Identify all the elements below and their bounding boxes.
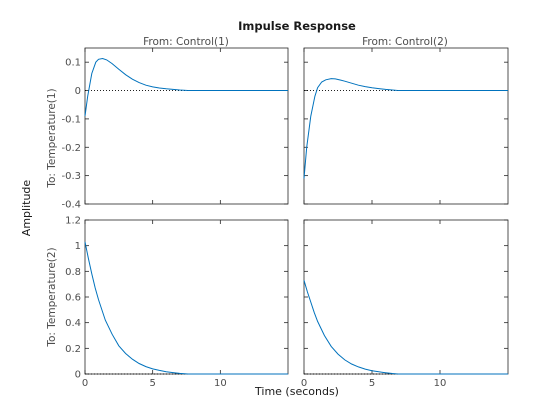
y-axis-label: Amplitude [20,180,33,237]
response-curve-r1c1 [84,57,188,117]
axes-frame-r1c1 [84,47,289,205]
y-tick-label-r1c1-4: 0 [75,86,81,97]
axes-frame-r2c1 [84,219,289,375]
x-axis-label: Time (seconds) [254,385,339,398]
x-tick-label-r2c2-0: 0 [301,378,307,389]
y-tick-label-r2c1-3: 0.6 [65,293,81,304]
y-tick-label-r1c1-5: 0.1 [65,58,81,69]
y-tick-label-r2c1-4: 0.8 [65,267,81,278]
plot-grid: -0.4 -0.3 -0.2 -0.1 0 0.1 0 5 10 0 0.2 0.4 0.6 0.8 1 1.… [61,47,509,389]
y-tick-label-r2c1-2: 0.4 [65,318,81,329]
column-title-control-2: From: Control(2) [362,36,448,48]
x-tick-label-r2c1-0: 0 [82,378,88,389]
y-tick-label-r1c1-1: -0.3 [61,171,81,182]
response-curve-r2c2 [303,280,398,375]
y-tick-label-r1c1-0: -0.4 [61,200,81,211]
y-tick-label-r2c1-1: 0.2 [65,344,81,355]
row-label-temperature-1: To: Temperature(1) [46,88,58,188]
y-tick-label-r2c1-5: 1 [75,241,81,252]
x-tick-label-r2c2-2: 10 [434,378,447,389]
y-tick-label-r1c1-3: -0.1 [61,114,81,125]
y-tick-label-r1c1-2: -0.2 [61,143,81,154]
y-tick-label-r2c1-6: 1.2 [65,216,81,227]
x-tick-label-r2c1-2: 10 [214,378,227,389]
axes-frame-r1c2 [303,47,509,205]
response-curve-r2c1 [84,241,188,375]
row-label-temperature-2: To: Temperature(2) [46,247,58,347]
column-title-control-1: From: Control(1) [143,36,229,48]
axes-frame-r2c2 [303,219,509,375]
x-tick-label-r2c2-1: 5 [369,378,375,389]
response-curve-r1c2 [303,78,398,179]
y-tick-label-r2c1-0: 0 [75,370,81,381]
x-tick-label-r2c1-1: 5 [149,378,155,389]
chart-title: Impulse Response [238,19,356,33]
